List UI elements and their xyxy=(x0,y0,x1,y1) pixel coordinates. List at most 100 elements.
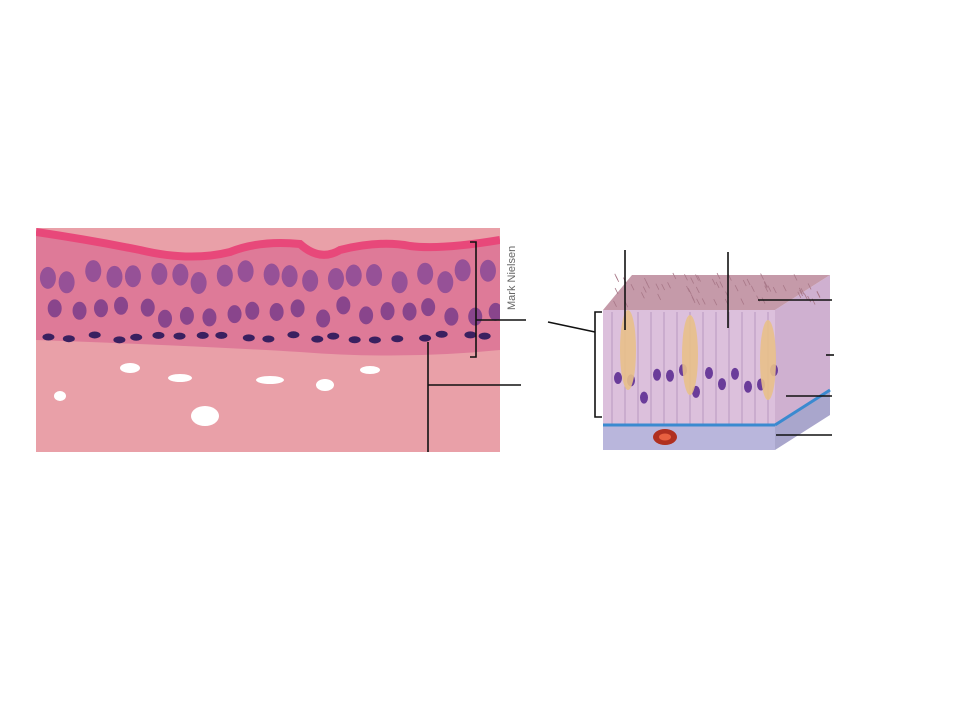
nucleus xyxy=(227,305,242,324)
cilium xyxy=(767,285,772,292)
cilium xyxy=(764,280,768,288)
cilium xyxy=(641,292,645,299)
cilium xyxy=(751,285,755,292)
nucleus xyxy=(245,301,260,320)
cilium xyxy=(691,296,696,304)
basal-nucleus xyxy=(242,334,255,342)
cilium xyxy=(613,300,617,307)
basal-nucleus xyxy=(196,331,209,339)
basal-nucleus xyxy=(311,335,324,343)
cilium xyxy=(697,275,701,282)
basal-nucleus xyxy=(215,331,228,339)
vacuole xyxy=(191,406,219,426)
nucleus xyxy=(124,265,141,288)
basal-nucleus xyxy=(42,333,55,341)
nucleus xyxy=(488,302,500,321)
nucleus xyxy=(402,302,417,321)
side-face xyxy=(775,275,830,425)
basal-nucleus xyxy=(287,331,300,339)
cilium xyxy=(764,285,769,292)
nucleus xyxy=(263,263,280,286)
nucleus xyxy=(114,296,129,315)
basal-nucleus xyxy=(262,335,275,343)
nucleus xyxy=(172,263,189,286)
vacuole xyxy=(256,376,284,384)
cilium xyxy=(690,277,695,284)
nucleus xyxy=(85,260,102,283)
micrograph: Mark Nielsen xyxy=(36,228,526,452)
basal-nucleus xyxy=(173,332,186,340)
cilium xyxy=(800,288,805,295)
cilia-border xyxy=(36,228,500,261)
nucleus xyxy=(417,262,434,285)
basal-nucleus xyxy=(88,331,101,339)
nucleus xyxy=(327,267,344,290)
basal-nucleus xyxy=(152,331,165,339)
cilium xyxy=(713,299,718,306)
cilium xyxy=(782,285,787,292)
basal-nucleus xyxy=(113,336,126,344)
bracket xyxy=(470,241,477,358)
basal-nucleus xyxy=(419,334,432,342)
cilium xyxy=(696,298,700,306)
cilium xyxy=(701,298,706,305)
blood-cell xyxy=(659,433,671,441)
nucleus xyxy=(391,271,408,294)
basal-nucleus xyxy=(391,335,404,343)
cilium xyxy=(686,285,690,293)
cilium xyxy=(716,272,721,280)
cilium xyxy=(695,286,700,294)
cilium xyxy=(695,274,699,281)
basal-nucleus xyxy=(464,331,477,339)
nucleus xyxy=(106,265,123,288)
vacuole xyxy=(360,366,380,374)
nucleus xyxy=(731,367,739,380)
cilium xyxy=(793,274,798,281)
nucleus xyxy=(237,260,254,283)
nucleus xyxy=(380,302,395,321)
cilia-top xyxy=(603,275,830,310)
nucleus xyxy=(718,378,726,391)
nucleus xyxy=(179,306,194,325)
nucleus xyxy=(58,271,75,294)
leader-line xyxy=(547,321,596,333)
nucleus xyxy=(640,391,648,404)
cilium xyxy=(740,298,745,305)
bracket xyxy=(594,311,602,418)
basal-nucleus xyxy=(478,332,491,340)
nucleus xyxy=(345,264,362,287)
cilium xyxy=(684,274,688,281)
nucleus xyxy=(744,380,752,393)
nucleus xyxy=(302,269,319,292)
cilium xyxy=(799,289,803,297)
cilium xyxy=(667,282,671,289)
cilium xyxy=(646,282,650,289)
cilium xyxy=(816,291,821,298)
cilium xyxy=(728,274,732,281)
nucleus xyxy=(614,372,622,385)
nucleus xyxy=(151,262,168,285)
goblet-cell xyxy=(682,315,698,395)
nucleus xyxy=(421,298,436,317)
cilium xyxy=(711,278,716,286)
vacuole xyxy=(316,379,334,391)
nucleus xyxy=(437,271,454,294)
basal-nucleus xyxy=(435,330,448,338)
nucleus xyxy=(359,306,374,325)
nucleus xyxy=(281,265,298,288)
nucleus xyxy=(479,259,496,282)
nucleus xyxy=(39,266,56,289)
nucleus xyxy=(653,368,661,381)
cilium xyxy=(614,287,619,295)
nucleus xyxy=(666,369,674,382)
nucleus xyxy=(140,298,155,317)
basal-nucleus xyxy=(62,335,75,343)
basal-nucleus xyxy=(348,336,361,344)
nucleus xyxy=(158,309,173,328)
cilium xyxy=(742,279,747,287)
cilium xyxy=(797,291,802,299)
nucleus xyxy=(444,307,459,326)
nucleus xyxy=(190,271,207,294)
cilium xyxy=(804,293,808,300)
nucleus xyxy=(216,264,233,287)
